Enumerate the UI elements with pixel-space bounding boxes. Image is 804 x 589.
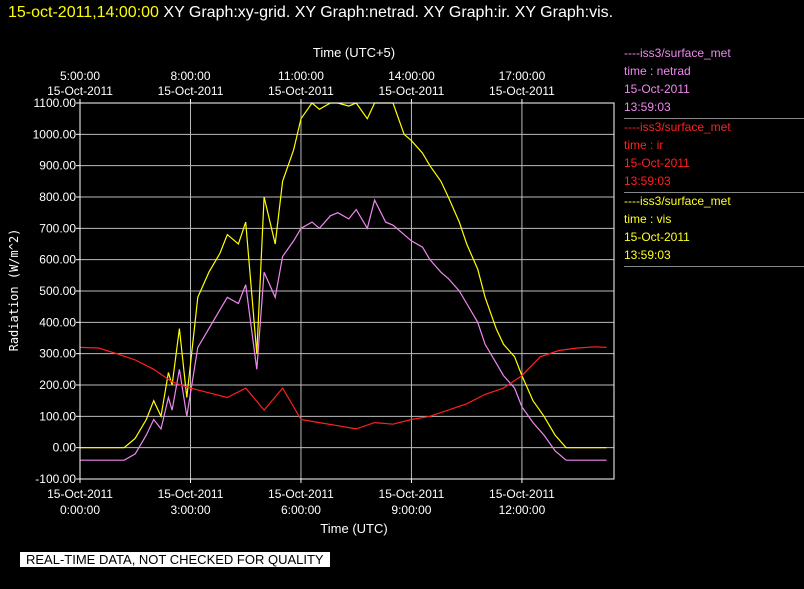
y-tick-label: -100.00 bbox=[35, 472, 76, 486]
legend-date: 15-Oct-2011 bbox=[624, 156, 690, 170]
y-tick-label: 300.00 bbox=[39, 347, 76, 361]
x2-tick-time: 5:00:00 bbox=[60, 69, 100, 83]
legend-date: 15-Oct-2011 bbox=[624, 230, 690, 244]
legend-separator bbox=[624, 266, 804, 267]
x-tick-time: 3:00:00 bbox=[170, 503, 210, 517]
y-tick-label: 500.00 bbox=[39, 284, 76, 298]
x-tick-date: 15-Oct-2011 bbox=[379, 487, 445, 501]
legend-time: 13:59:03 bbox=[624, 248, 671, 262]
header-title: 15-oct-2011,14:00:00 XY Graph:xy-grid. X… bbox=[8, 4, 613, 22]
x2-tick-date: 15-Oct-2011 bbox=[489, 84, 555, 98]
legend-time: 13:59:03 bbox=[624, 174, 671, 188]
y-tick-label: 100.00 bbox=[39, 409, 76, 423]
grid-lines bbox=[80, 103, 614, 479]
legend-separator bbox=[624, 192, 804, 193]
series-lines bbox=[79, 102, 607, 461]
series-line-vis bbox=[80, 102, 607, 449]
y-axis-ticks: 1100.00 1000.00 900.00 800.00 700.00 600.00 50… bbox=[33, 96, 80, 486]
y-tick-label: 200.00 bbox=[39, 378, 76, 392]
x2-tick-date: 15-Oct-2011 bbox=[158, 84, 224, 98]
x2-tick-date: 15-Oct-2011 bbox=[379, 84, 445, 98]
legend-line: ----iss3/surface_met bbox=[624, 46, 731, 60]
legend-line: ----iss3/surface_met bbox=[624, 194, 731, 208]
x2-tick-time: 8:00:00 bbox=[170, 69, 210, 83]
x-tick-date: 15-Oct-2011 bbox=[158, 487, 224, 501]
header-timestamp: 15-oct-2011,14:00:00 bbox=[8, 4, 159, 21]
y-tick-label: 0.00 bbox=[53, 441, 77, 455]
legend-line: ----iss3/surface_met bbox=[624, 120, 731, 134]
legend-field: time : ir bbox=[624, 138, 664, 152]
x-tick-time: 9:00:00 bbox=[391, 503, 431, 517]
y-tick-label: 900.00 bbox=[39, 159, 76, 173]
y-axis-label: Radiation (W/m^2) bbox=[7, 229, 21, 352]
legend-time: 13:59:03 bbox=[624, 100, 671, 114]
series-line-ir bbox=[79, 346, 607, 430]
x-tick-time: 0:00:00 bbox=[60, 503, 100, 517]
legend-separator bbox=[624, 118, 804, 119]
x-axis-ticks: 15-Oct-2011 0:00:00 15-Oct-2011 3:00:00 15-O… bbox=[47, 479, 555, 517]
x2-tick-time: 14:00:00 bbox=[388, 69, 435, 83]
x-tick-time: 12:00:00 bbox=[499, 503, 546, 517]
legend-date: 15-Oct-2011 bbox=[624, 82, 690, 96]
y-tick-label: 800.00 bbox=[39, 190, 76, 204]
x-axis-label: Time (UTC) bbox=[320, 521, 387, 536]
y-tick-label: 400.00 bbox=[39, 315, 76, 329]
x2-tick-time: 11:00:00 bbox=[278, 69, 324, 83]
x2-tick-date: 15-Oct-2011 bbox=[47, 84, 113, 98]
x2-tick-time: 17:00:00 bbox=[499, 69, 546, 83]
y-tick-label: 1000.00 bbox=[33, 127, 77, 141]
y-tick-label: 700.00 bbox=[39, 221, 76, 235]
series-line-netrad bbox=[80, 198, 607, 461]
x-tick-time: 6:00:00 bbox=[281, 503, 321, 517]
legend-field: time : netrad bbox=[624, 64, 691, 78]
quality-note: REAL-TIME DATA, NOT CHECKED FOR QUALITY bbox=[20, 552, 330, 567]
y-tick-label: 1100.00 bbox=[34, 96, 77, 110]
x2-axis-ticks: 5:00:0015-Oct-20118:00:0015-Oct-201111:0… bbox=[47, 69, 555, 103]
header-graph-titles: XY Graph:xy-grid. XY Graph:netrad. XY Gr… bbox=[163, 4, 614, 21]
y-tick-label: 600.00 bbox=[39, 253, 76, 267]
x-tick-date: 15-Oct-2011 bbox=[489, 487, 555, 501]
x-tick-date: 15-Oct-2011 bbox=[47, 487, 113, 501]
x-tick-date: 15-Oct-2011 bbox=[268, 487, 334, 501]
x2-tick-date: 15-Oct-2011 bbox=[268, 84, 334, 98]
legend-field: time : vis bbox=[624, 212, 672, 226]
x2-axis-label: Time (UTC+5) bbox=[313, 45, 395, 60]
